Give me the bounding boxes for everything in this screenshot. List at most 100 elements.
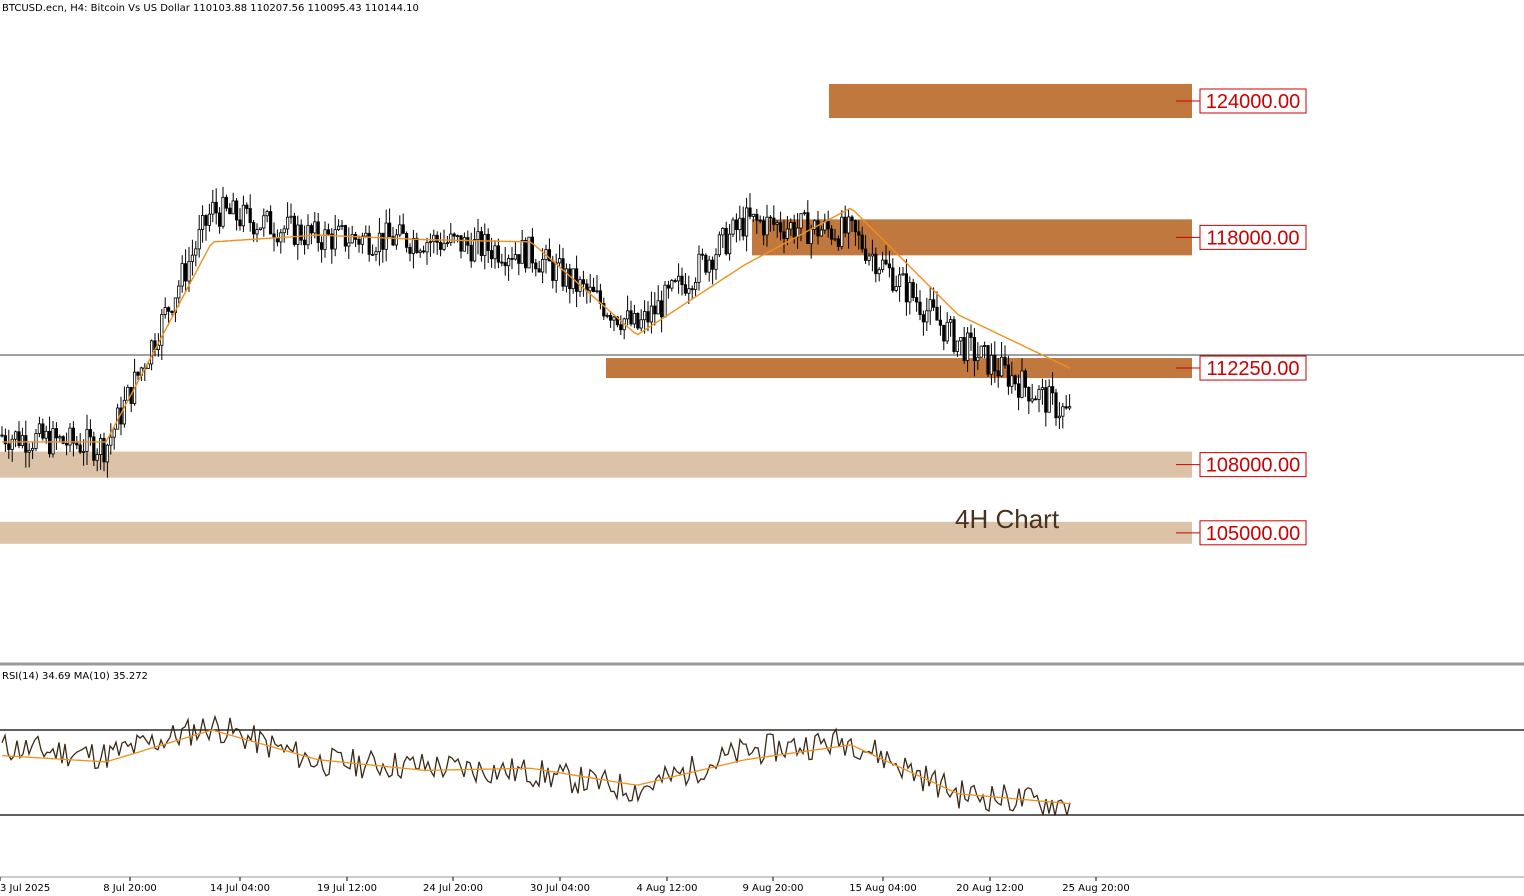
candle-body xyxy=(993,354,997,372)
candle-body xyxy=(204,215,208,226)
candle-body xyxy=(785,228,790,239)
candle-body xyxy=(887,263,892,269)
candle-body xyxy=(428,241,433,244)
candle-body xyxy=(836,238,841,247)
candle-body xyxy=(592,286,596,293)
level-label-124000.00: 124000.00 xyxy=(1206,91,1301,113)
candle-body xyxy=(690,288,694,291)
candle-body xyxy=(663,284,667,318)
x-tick-label: 8 Jul 20:00 xyxy=(103,883,157,894)
candle-body xyxy=(496,245,501,263)
candle-body xyxy=(425,242,429,253)
candle-body xyxy=(639,319,643,329)
candle-body xyxy=(177,285,181,299)
candle-body xyxy=(452,233,456,237)
level-label-112250.00: 112250.00 xyxy=(1206,358,1299,380)
candle-body xyxy=(387,222,392,238)
candle-body xyxy=(1023,370,1027,388)
candle-body xyxy=(207,213,211,226)
candle-body xyxy=(731,219,735,235)
candle-body xyxy=(884,259,888,265)
candle-body xyxy=(833,238,837,241)
candle-body xyxy=(268,211,273,235)
candle-body xyxy=(870,253,875,257)
candle-body xyxy=(1010,375,1014,387)
candle-body xyxy=(384,222,388,250)
candle-body xyxy=(333,229,337,250)
candle-body xyxy=(724,227,728,255)
candle-body xyxy=(228,207,232,215)
candle-body xyxy=(357,238,361,245)
candle-body xyxy=(949,319,953,323)
candle-body xyxy=(71,427,75,444)
candle-body xyxy=(99,437,103,455)
candle-body xyxy=(986,345,990,375)
candle-body xyxy=(24,435,28,453)
candle-body xyxy=(364,232,368,237)
candle-body xyxy=(367,232,371,255)
level-zone-124000.00 xyxy=(829,84,1192,118)
candle-body xyxy=(969,332,973,338)
level-zone-112250.00 xyxy=(606,358,1192,379)
candle-body xyxy=(41,423,45,439)
candle-body xyxy=(1037,389,1041,400)
candle-body xyxy=(711,259,715,270)
candle-body xyxy=(537,268,541,273)
candle-body xyxy=(1040,387,1044,390)
candle-body xyxy=(860,234,864,250)
candle-body xyxy=(911,282,915,298)
candle-body xyxy=(595,290,599,293)
candle-body xyxy=(1030,398,1034,402)
x-tick-label: 15 Aug 04:00 xyxy=(849,883,916,894)
candle-body xyxy=(738,217,742,231)
candle-body xyxy=(799,213,803,229)
candle-body xyxy=(898,274,902,287)
candle-body xyxy=(122,399,126,425)
candle-body xyxy=(942,324,946,342)
candle-body xyxy=(782,231,786,239)
candle-body xyxy=(636,312,640,329)
candle-body xyxy=(459,235,463,252)
candle-body xyxy=(561,258,565,287)
candle-body xyxy=(983,345,987,347)
candle-body xyxy=(224,196,228,209)
candle-body xyxy=(238,219,242,227)
candle-body xyxy=(105,444,109,463)
candle-body xyxy=(779,222,783,233)
candle-body xyxy=(558,258,562,264)
candle-body xyxy=(381,232,385,250)
candle-body xyxy=(34,433,38,449)
candle-body xyxy=(864,248,868,261)
candle-body xyxy=(687,288,691,294)
candle-body xyxy=(231,200,235,215)
candle-body xyxy=(575,268,579,292)
candle-body xyxy=(704,254,708,273)
candle-body xyxy=(319,242,324,250)
level-label-105000.00: 105000.00 xyxy=(1206,523,1301,545)
candle-body xyxy=(211,201,215,215)
x-axis: 3 Jul 2025 8 Jul 20:00 14 Jul 04:00 19 Jul … xyxy=(0,877,1130,894)
candle-body xyxy=(241,204,245,227)
candle-body xyxy=(588,286,592,292)
candle-body xyxy=(462,237,467,252)
candle-body xyxy=(340,225,344,227)
candle-body xyxy=(391,236,395,246)
candle-body xyxy=(1006,364,1011,387)
candle-body xyxy=(527,236,531,269)
candle-body xyxy=(476,231,480,241)
candle-body xyxy=(411,237,416,254)
x-tick-label: 14 Jul 04:00 xyxy=(210,883,270,894)
candle-body xyxy=(541,259,545,273)
candle-body xyxy=(819,229,824,237)
candle-body xyxy=(1027,386,1031,402)
candle-body xyxy=(503,262,507,267)
candle-body xyxy=(432,234,436,243)
x-tick-label: 30 Jul 04:00 xyxy=(530,883,590,894)
candle-body xyxy=(166,307,171,312)
candle-body xyxy=(479,231,484,256)
rsi-line xyxy=(1,714,1071,816)
candle-body xyxy=(330,233,334,250)
candle-body xyxy=(350,234,354,244)
candle-body xyxy=(418,250,422,253)
